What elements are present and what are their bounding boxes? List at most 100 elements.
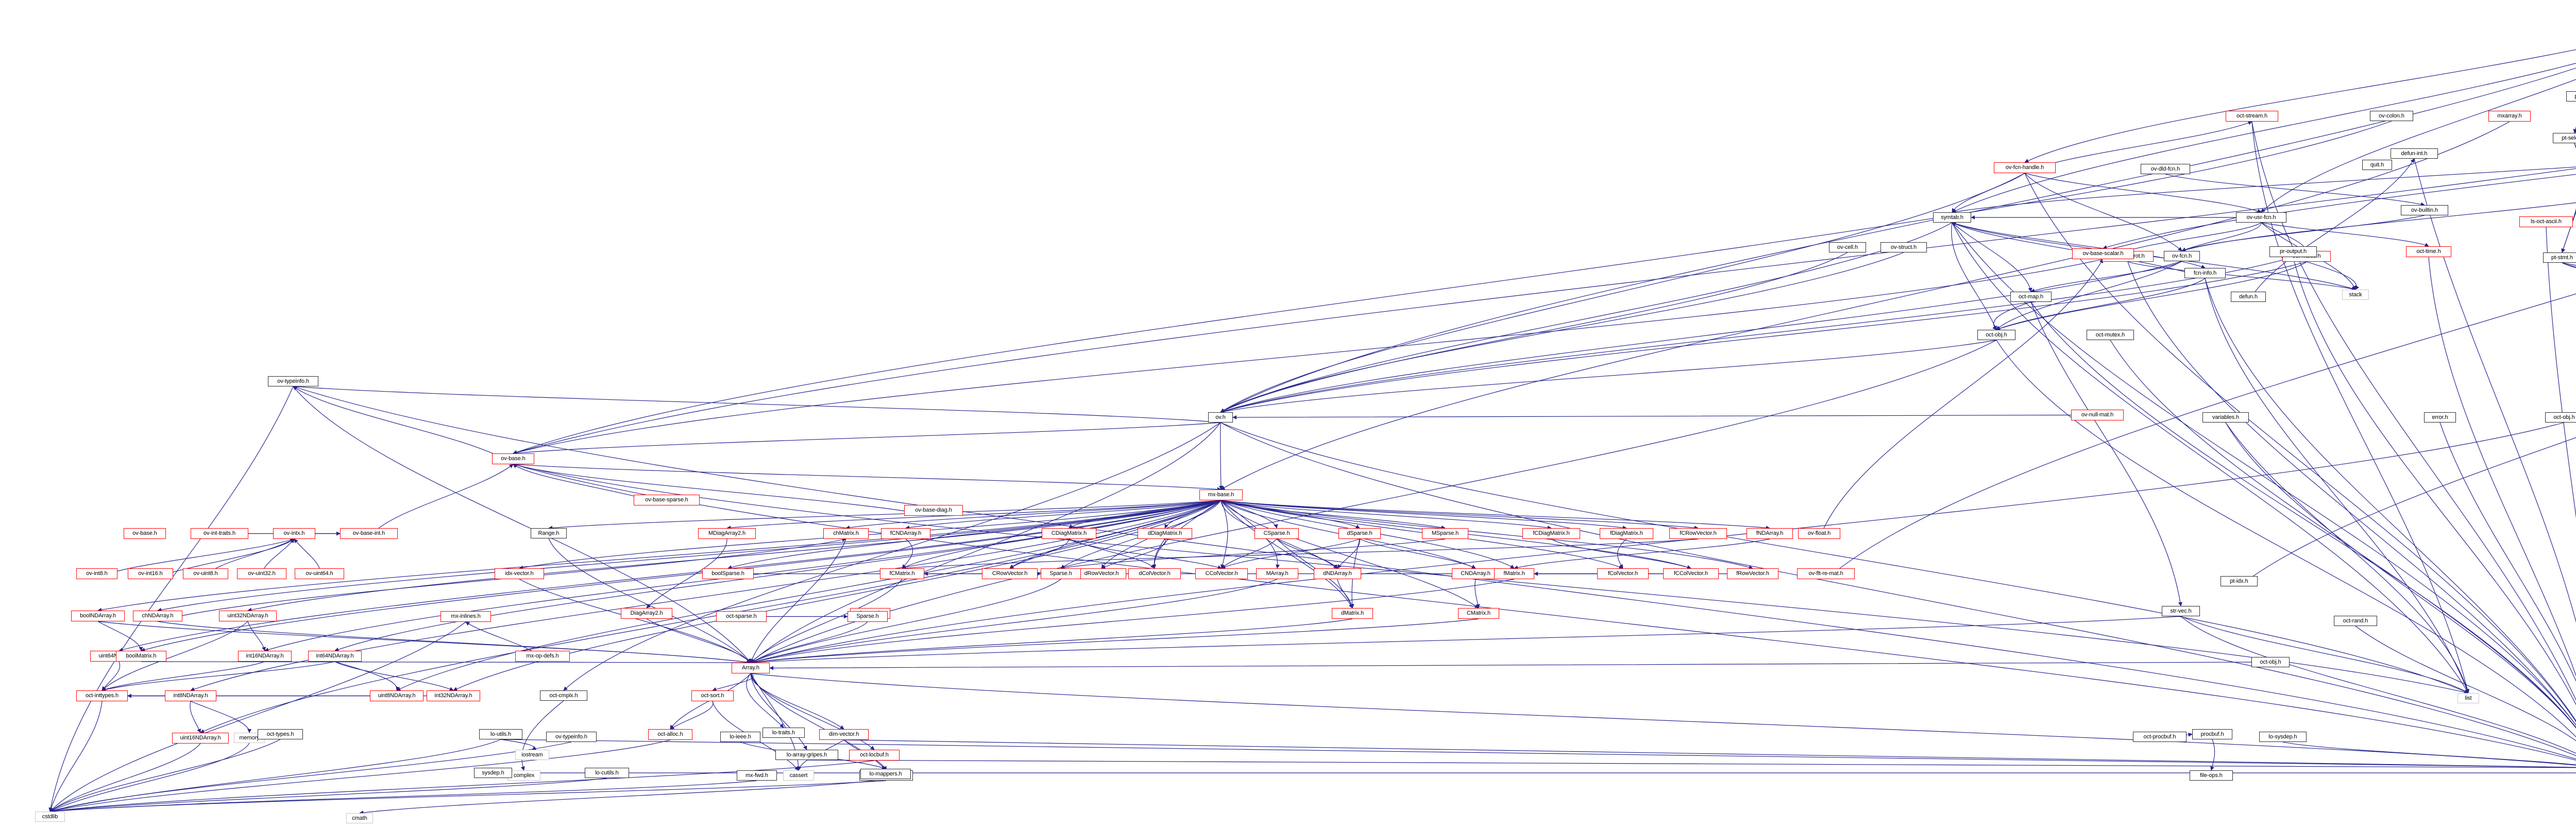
graph-node-int32NDArray[interactable]: int32NDArray.h: [427, 690, 480, 701]
graph-node-oct-sort[interactable]: oct-sort.h: [691, 690, 734, 701]
graph-node-CColVector[interactable]: CColVector.h: [1195, 568, 1248, 579]
graph-node-lo-traits[interactable]: lo-traits.h: [762, 728, 805, 738]
graph-node-chNDArray[interactable]: chNDArray.h: [133, 611, 182, 621]
graph-node-oct-locbuf[interactable]: oct-locbuf.h: [849, 750, 900, 761]
graph-node-oct-stream[interactable]: oct-stream.h: [2226, 111, 2278, 122]
graph-node-uint32NDArray[interactable]: uint32NDArray.h: [219, 611, 277, 621]
graph-node-ls-oct-ascii[interactable]: ls-oct-ascii.h: [2519, 216, 2573, 227]
graph-node-dSparse[interactable]: dSparse.h: [1338, 528, 1381, 539]
graph-node-fRowVector[interactable]: fRowVector.h: [1727, 568, 1778, 579]
graph-node-oct-time[interactable]: oct-time.h: [2406, 246, 2451, 257]
graph-node-defun-int[interactable]: defun-int.h: [2391, 148, 2438, 159]
graph-node-boolMatrix[interactable]: boolMatrix.h: [116, 651, 166, 662]
graph-node-ov-dld-fcn[interactable]: ov-dld-fcn.h: [2141, 164, 2190, 174]
graph-node-uint8NDArray[interactable]: uint8NDArray.h: [370, 690, 423, 701]
graph-node-procbuf[interactable]: procbuf.h: [2192, 729, 2232, 739]
graph-node-ov-base-scalar[interactable]: ov-base-scalar.h: [2072, 248, 2134, 259]
graph-node-lo-array-gripes[interactable]: lo-array-gripes.h: [775, 750, 838, 760]
graph-node-ov-typeinfo2[interactable]: ov-typeinfo.h: [546, 732, 597, 742]
graph-node-mx-inlines[interactable]: mx-inlines.h: [440, 611, 491, 622]
graph-node-mx-fwd[interactable]: mx-fwd.h: [737, 770, 777, 781]
graph-node-ov-fcn[interactable]: ov-fcn.h: [2164, 251, 2200, 261]
graph-node-pt-stmt[interactable]: pt-stmt.h: [2543, 252, 2576, 263]
graph-node-ov-flt-re-mat[interactable]: ov-flt-re-mat.h: [1797, 568, 1855, 579]
graph-node-CMatrix[interactable]: CMatrix.h: [1458, 608, 1499, 619]
graph-node-chMatrix[interactable]: chMatrix.h: [823, 528, 869, 539]
graph-node-ov-uint8[interactable]: ov-uint8.h: [183, 568, 228, 579]
graph-node-idx-vector[interactable]: idx-vector.h: [495, 568, 544, 579]
graph-node-mx-base[interactable]: mx-base.h: [1199, 490, 1243, 500]
graph-node-mx-op-defs[interactable]: mx-op-defs.h: [515, 651, 570, 662]
graph-node-fCNDArray[interactable]: fCNDArray.h: [881, 528, 930, 539]
graph-node-error[interactable]: error.h: [2424, 412, 2456, 423]
graph-node-ov-typeinfo[interactable]: ov-typeinfo.h: [268, 376, 318, 386]
graph-node-ov-intx[interactable]: ov-intx.h: [273, 528, 315, 539]
graph-node-boolSparse[interactable]: boolSparse.h: [702, 568, 754, 579]
graph-node-ov-int-traits[interactable]: ov-int-traits.h: [191, 528, 248, 539]
graph-node-oct-procbuf[interactable]: oct-procbuf.h: [2133, 732, 2187, 742]
graph-node-ls-hdf5[interactable]: oct-mutex.h: [2087, 330, 2134, 340]
graph-node-globals[interactable]: pt-idx.h: [2221, 576, 2258, 586]
graph-node-fDiagMatrix[interactable]: fDiagMatrix.h: [1600, 528, 1653, 539]
graph-node-oct-sparse[interactable]: oct-sparse.h: [716, 611, 767, 622]
graph-node-ov-float[interactable]: ov-float.h: [1798, 528, 1840, 539]
graph-node-ov-int16[interactable]: ov-int16.h: [128, 568, 173, 579]
graph-node-CNDArray[interactable]: CNDArray.h: [1452, 568, 1499, 579]
graph-node-uint16NDArray[interactable]: uint16NDArray.h: [172, 733, 229, 744]
graph-node-ov-base[interactable]: ov-base.h: [492, 453, 534, 464]
graph-node-MArray[interactable]: MArray.h: [1256, 568, 1298, 579]
graph-node-sysdep[interactable]: sysdep.h: [474, 768, 512, 778]
graph-node-lo-sysdep[interactable]: lo-sysdep.h: [2259, 732, 2307, 742]
graph-node-oct-obj[interactable]: oct-obj.h: [1977, 330, 2015, 340]
graph-node-ov-uint32[interactable]: ov-uint32.h: [237, 568, 286, 579]
graph-node-lo-utils[interactable]: lo-utils.h: [479, 729, 522, 739]
graph-node-lo-mappers[interactable]: lo-mappers.h: [860, 769, 911, 779]
graph-node-ov-h[interactable]: ov.h: [1208, 412, 1233, 423]
graph-node-pt-select[interactable]: pt-select.h: [2553, 133, 2576, 143]
graph-node-ov-base-int[interactable]: ov-base-int.h: [340, 528, 398, 539]
graph-node-defun[interactable]: defun.h: [2231, 292, 2266, 302]
graph-node-symtab[interactable]: symtab.h: [1933, 212, 1971, 223]
graph-node-file-ops[interactable]: file-ops.h: [2190, 770, 2233, 781]
graph-node-dim-vector[interactable]: dim-vector.h: [819, 729, 869, 740]
graph-node-variables[interactable]: variables.h: [2202, 412, 2249, 423]
graph-node-ov-colon[interactable]: ov-colon.h: [2370, 111, 2413, 121]
graph-node-dRowVector[interactable]: dRowVector.h: [1077, 568, 1126, 579]
graph-node-Array[interactable]: Array.h: [732, 663, 770, 673]
graph-node-CDiagMatrix[interactable]: CDiagMatrix.h: [1042, 528, 1096, 539]
graph-node-quit[interactable]: quit.h: [2362, 160, 2392, 170]
graph-node-dDiagMatrix[interactable]: dDiagMatrix.h: [1138, 528, 1192, 539]
graph-node-mxarray[interactable]: mxarray.h: [2488, 111, 2531, 122]
graph-node-CSparse[interactable]: CSparse.h: [1255, 528, 1299, 539]
graph-node-sparse-base-chol[interactable]: oct-rand.h: [2334, 616, 2377, 626]
graph-node-fCMatrix[interactable]: fCMatrix.h: [880, 568, 924, 579]
graph-node-fColVector[interactable]: fColVector.h: [1597, 568, 1649, 579]
graph-node-oct-map[interactable]: oct-map.h: [2010, 292, 2052, 302]
graph-node-oct-cmplx[interactable]: oct-cmplx.h: [540, 690, 587, 701]
graph-node-ov-builtin[interactable]: ov-builtin.h: [2401, 205, 2448, 215]
graph-node-pt-decl[interactable]: pt-decl.h: [2566, 91, 2576, 102]
graph-node-MDiagArray2[interactable]: MDiagArray2.h: [698, 528, 756, 539]
graph-node-fcn-info[interactable]: fcn-info.h: [2184, 268, 2226, 278]
graph-node-dColVector[interactable]: dColVector.h: [1128, 568, 1181, 579]
graph-node-fCColVector[interactable]: fCColVector.h: [1663, 568, 1719, 579]
graph-node-oct-types[interactable]: oct-types.h: [258, 729, 303, 739]
graph-node-oct-obj2[interactable]: oct-obj.h: [2545, 412, 2576, 423]
graph-node-fCRowVector[interactable]: fCRowVector.h: [1669, 528, 1727, 539]
graph-node-ov-fcn-handle[interactable]: ov-fcn-handle.h: [1994, 162, 2056, 173]
graph-node-ov-uint64[interactable]: ov-uint64.h: [295, 568, 344, 579]
graph-node-range[interactable]: Range.h: [531, 528, 567, 538]
graph-node-int16NDArray[interactable]: int16NDArray.h: [238, 651, 292, 662]
graph-node-int64NDArray[interactable]: int64NDArray.h: [308, 651, 362, 662]
graph-node-ov-base-nd[interactable]: ov-base.h: [124, 528, 166, 539]
graph-node-ov-null-mat[interactable]: ov-null-mat.h: [2071, 410, 2124, 420]
graph-node-dNDArray[interactable]: dNDArray.h: [1314, 568, 1361, 579]
graph-node-oct-alloc[interactable]: oct-alloc.h: [648, 729, 692, 740]
graph-node-MSparse[interactable]: MSparse.h: [1422, 528, 1468, 539]
graph-node-Sparse[interactable]: Sparse.h: [1041, 568, 1081, 579]
graph-node-fNDArray[interactable]: fNDArray.h: [1747, 528, 1793, 539]
graph-node-ov-usr-fcn[interactable]: ov-usr-fcn.h: [2236, 212, 2286, 223]
graph-node-ov-base-int-nd[interactable]: ov-cell.h: [1829, 242, 1866, 252]
graph-node-fMatrix[interactable]: fMatrix.h: [1494, 568, 1534, 579]
graph-node-DiagArray2[interactable]: DiagArray2.h: [621, 608, 672, 619]
